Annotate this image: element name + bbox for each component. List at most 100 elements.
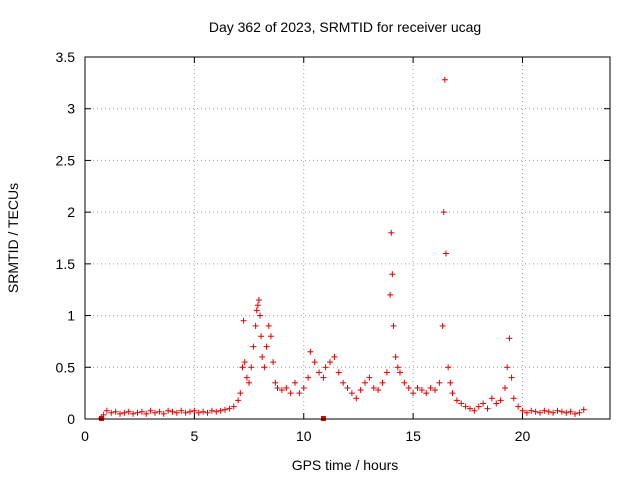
data-point	[235, 397, 242, 404]
y-tick-label: 2	[67, 204, 75, 220]
data-point	[117, 410, 123, 417]
data-point	[267, 333, 274, 340]
data-point	[439, 322, 446, 329]
x-tick-label: 15	[405, 428, 421, 444]
data-point	[392, 353, 399, 360]
data-point	[239, 364, 246, 371]
data-point	[488, 395, 495, 402]
data-point	[504, 364, 511, 371]
data-point	[567, 408, 574, 415]
data-point	[272, 379, 279, 386]
data-point	[453, 397, 460, 404]
data-point	[191, 407, 198, 414]
data-point	[270, 359, 277, 366]
data-point	[480, 400, 487, 407]
data-point	[327, 359, 333, 366]
data-point	[134, 409, 141, 416]
data-points	[98, 76, 587, 421]
data-point	[165, 407, 172, 414]
data-point	[397, 369, 403, 376]
x-tick-label: 0	[81, 428, 89, 444]
data-point	[252, 322, 259, 329]
y-tick-label: 3.5	[56, 49, 76, 65]
data-point	[250, 343, 257, 350]
y-tick-label: 1.5	[56, 256, 76, 272]
data-point	[305, 374, 312, 381]
data-point	[182, 409, 189, 416]
data-point	[379, 379, 386, 386]
data-point	[258, 333, 265, 340]
data-point	[287, 390, 294, 397]
data-point	[442, 250, 449, 257]
data-point	[204, 409, 211, 416]
y-tick-label: 0	[67, 411, 75, 427]
y-tick-label: 3	[67, 101, 75, 117]
data-point	[335, 369, 342, 376]
data-point	[493, 400, 500, 407]
data-point	[230, 403, 237, 410]
data-point	[436, 379, 443, 386]
data-point	[405, 384, 412, 391]
data-point	[576, 409, 583, 416]
data-point	[441, 76, 448, 83]
data-point	[388, 229, 395, 236]
data-point	[195, 409, 202, 416]
data-point	[515, 403, 522, 410]
data-point	[401, 379, 408, 386]
data-point	[257, 312, 263, 319]
data-point	[383, 369, 390, 376]
y-axis-label: SRMTID / TECUs	[5, 183, 21, 293]
data-point	[278, 387, 285, 394]
data-point	[253, 307, 260, 314]
data-point	[187, 408, 193, 415]
data-point	[265, 322, 272, 329]
data-point	[423, 390, 430, 397]
data-point	[390, 322, 397, 329]
data-point	[222, 406, 228, 413]
data-point	[528, 407, 535, 414]
data-point	[414, 384, 421, 391]
x-tick-label: 5	[190, 428, 198, 444]
data-point	[554, 407, 561, 414]
data-point	[121, 409, 128, 416]
plot-frame	[84, 56, 611, 420]
data-point	[558, 408, 565, 415]
data-point	[147, 407, 154, 414]
data-point	[502, 384, 508, 391]
grid	[85, 57, 610, 419]
data-point	[143, 410, 150, 417]
data-point	[138, 408, 145, 415]
data-point	[316, 369, 323, 376]
data-point	[254, 302, 261, 309]
data-point	[440, 209, 447, 216]
data-point	[370, 384, 377, 391]
data-point	[532, 408, 539, 415]
data-point	[152, 409, 158, 416]
data-point	[510, 395, 517, 402]
data-point	[375, 387, 382, 394]
data-point	[320, 374, 327, 381]
data-point	[331, 353, 338, 360]
data-point	[237, 390, 244, 397]
data-point	[348, 390, 355, 397]
chart-title: Day 362 of 2023, SRMTID for receiver uca…	[209, 19, 481, 35]
data-point	[484, 405, 491, 412]
data-point	[541, 407, 548, 414]
data-point	[508, 374, 515, 381]
data-point	[130, 410, 137, 417]
data-point	[240, 317, 247, 324]
data-point	[357, 387, 364, 394]
data-point	[103, 407, 110, 414]
data-point	[447, 379, 454, 386]
data-point	[458, 400, 465, 407]
data-point	[563, 409, 570, 416]
data-point	[112, 408, 119, 415]
axis-ticks: 0 5 10 15 20 0 0.5 1 1.5 2 2.5 3 3.5	[56, 49, 610, 444]
data-point	[523, 409, 530, 416]
data-point	[217, 407, 224, 414]
data-point	[580, 406, 587, 413]
data-point	[394, 364, 401, 371]
data-point	[263, 343, 270, 350]
data-point	[178, 407, 185, 414]
y-tick-label: 2.5	[56, 152, 76, 168]
